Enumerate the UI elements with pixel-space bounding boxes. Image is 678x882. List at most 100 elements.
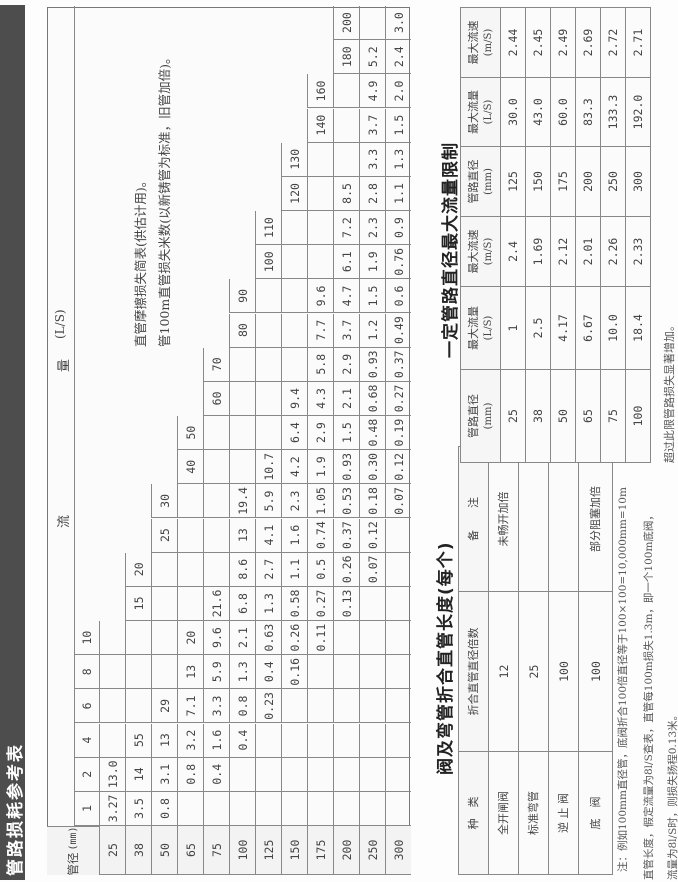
data-cell: 0.8: [177, 757, 203, 792]
diameter-cell: 75: [203, 826, 229, 875]
data-cell: 0.93: [359, 347, 385, 382]
data-cell: [359, 586, 385, 621]
data-cell: [333, 621, 359, 656]
flow-label-cell: 6: [74, 689, 99, 724]
data-cell: 2.9: [333, 347, 359, 382]
data-cell: 1.3: [385, 142, 411, 177]
data-cell: 0.19: [385, 416, 411, 451]
valve-note-3: 流量为8l/S时，则损失扬程0.13米。: [667, 709, 678, 880]
flow-label-cell: 20: [125, 552, 151, 587]
equivalent-multiple-cell: 25: [518, 591, 549, 752]
data-cell: 0.11: [307, 621, 333, 656]
equivalent-multiple-cell: 100: [578, 591, 613, 752]
data-cell: [255, 416, 281, 451]
data-cell: 2.3: [281, 484, 307, 519]
table-caption-1: 直管摩擦损失简表(供估计用)。: [133, 174, 148, 347]
max-flow-header-cell: 最大流量 (L/S): [460, 77, 501, 147]
diameter-cell: 38: [125, 826, 151, 875]
max-flow-table-title: 一定管路直径最大流量限制: [441, 142, 461, 358]
remark-cell: [518, 446, 549, 592]
data-cell: [229, 757, 255, 792]
data-cell: 8.6: [229, 552, 255, 587]
flow-label-cell: 2: [74, 757, 99, 792]
data-cell: [385, 586, 411, 621]
data-cell: [203, 518, 229, 553]
diameter-cell: 100: [229, 826, 255, 875]
max-flow-cell: 250: [600, 146, 626, 217]
data-cell: [203, 450, 229, 485]
max-flow-cell: 50: [550, 369, 576, 463]
data-cell: [125, 689, 151, 724]
data-cell: 2.8: [359, 176, 385, 211]
max-flow-cell: 150: [525, 146, 551, 217]
valve-header-cell: 备 注: [458, 446, 489, 592]
data-cell: [281, 757, 307, 792]
data-cell: 0.93: [333, 450, 359, 485]
max-flow-cell: 2.33: [625, 216, 651, 287]
data-cell: 0.27: [385, 381, 411, 416]
header-unit: (mm): [482, 168, 494, 195]
max-flow-header-row: 管路直径 (mm) 最大流量 (L/S) 最大流速 (m/S) 管路直径 (mm) 最大流量 (L…: [460, 7, 501, 463]
max-flow-cell: 2.12: [550, 216, 576, 287]
data-cell: [281, 279, 307, 314]
data-cell: 3.3: [359, 142, 385, 177]
valve-type-cell: 全开闸阀: [488, 751, 519, 875]
data-cell: [333, 757, 359, 792]
data-cell: 0.8: [229, 689, 255, 724]
flow-label-cell: 10: [74, 621, 99, 656]
data-cell: 0.76: [385, 245, 411, 280]
data-cell: [307, 723, 333, 758]
data-cell: [333, 74, 359, 109]
data-cell: [385, 689, 411, 724]
max-flow-cell: 2.49: [550, 7, 576, 78]
flow-label-cell: 8: [74, 655, 99, 690]
equivalent-multiple-cell: 100: [548, 591, 579, 752]
data-cell: [359, 6, 385, 41]
data-cell: 1.3: [255, 586, 281, 621]
max-flow-cell: 2.4: [500, 216, 526, 287]
data-cell: 3.0: [385, 6, 411, 41]
data-cell: 21.6: [203, 586, 229, 621]
data-cell: [99, 723, 125, 758]
max-flow-cell: 75: [600, 369, 626, 463]
data-cell: 3.1: [151, 757, 177, 792]
data-cell: 2.1: [229, 621, 255, 656]
data-cell: [359, 655, 385, 690]
valve-row: 标准弯管 25: [518, 446, 549, 875]
data-cell: [229, 416, 255, 451]
diameter-cell: 175: [307, 826, 333, 875]
max-flow-footnote: 超过此限管路损失显著增加。: [663, 320, 676, 463]
data-cell: 6.4: [281, 416, 307, 451]
header-label: 最大流量: [466, 90, 480, 134]
data-cell: [151, 621, 177, 656]
data-cell: 0.53: [333, 484, 359, 519]
data-cell: [307, 655, 333, 690]
valve-row: 逆 止 阀 100: [548, 446, 579, 875]
data-cell: 6.1: [333, 245, 359, 280]
data-cell: [385, 518, 411, 553]
diameter-cell: 200: [333, 826, 359, 875]
data-cell: 0.48: [359, 416, 385, 451]
data-cell: 7.1: [177, 689, 203, 724]
data-cell: 0.26: [281, 621, 307, 656]
max-flow-cell: 1: [500, 286, 526, 370]
data-cell: [255, 791, 281, 826]
flow-label-cell: 120: [281, 176, 307, 211]
data-cell: [307, 211, 333, 246]
data-cell: 0.49: [385, 313, 411, 348]
data-cell: 9.6: [307, 279, 333, 314]
data-cell: 7.7: [307, 313, 333, 348]
data-cell: [151, 552, 177, 587]
data-cell: 0.12: [359, 518, 385, 553]
data-cell: [203, 552, 229, 587]
data-cell: 0.23: [255, 689, 281, 724]
data-cell: [125, 621, 151, 656]
max-flow-cell: 83.3: [575, 77, 601, 147]
max-flow-header-cell: 最大流速 (m/S): [460, 7, 501, 78]
max-flow-cell: 125: [500, 146, 526, 217]
flow-label-cell: 4: [74, 723, 99, 758]
header-label: 管路直径: [466, 159, 480, 204]
data-cell: [307, 245, 333, 280]
header-label: 最大流量: [466, 306, 480, 350]
